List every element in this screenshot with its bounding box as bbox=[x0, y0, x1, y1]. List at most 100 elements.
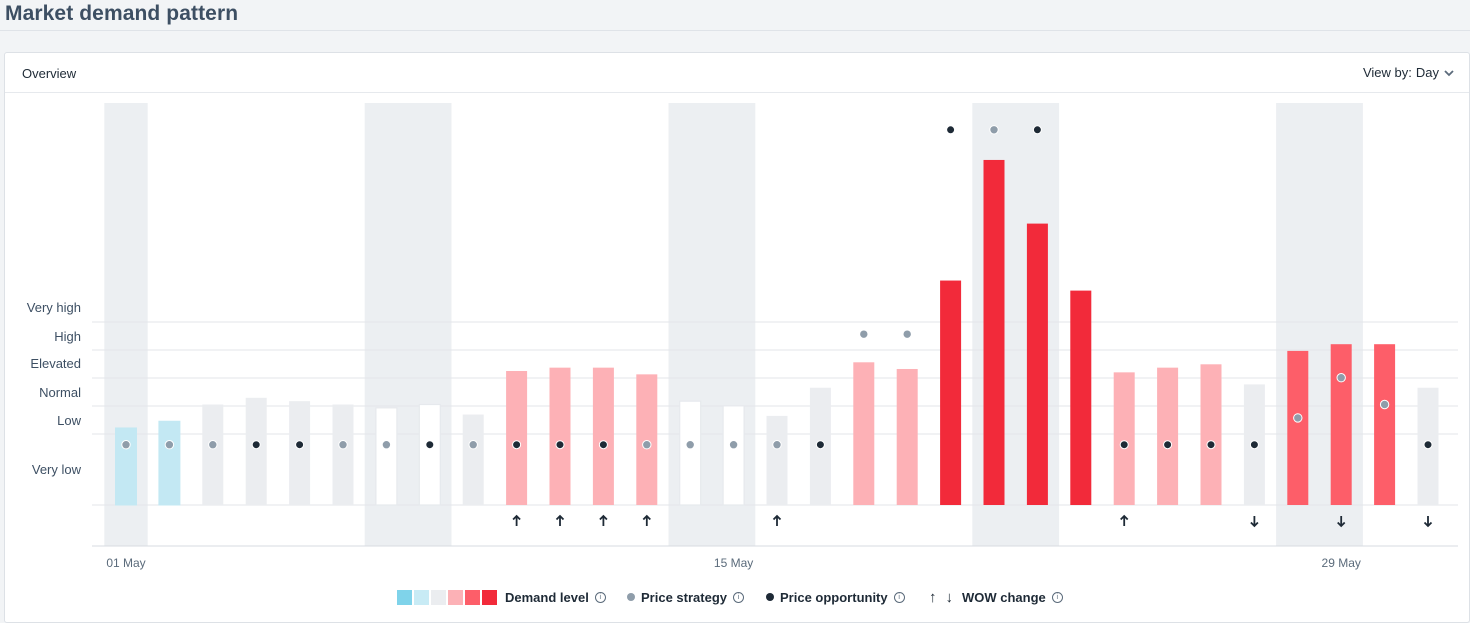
legend-strategy-label: Price strategy bbox=[641, 589, 727, 605]
price-strategy-dot[interactable] bbox=[989, 125, 999, 135]
wow-up-arrow-icon bbox=[555, 514, 565, 526]
demand-bar[interactable] bbox=[1113, 372, 1135, 505]
price-opportunity-dot[interactable] bbox=[1163, 440, 1173, 450]
demand-bar[interactable] bbox=[1157, 367, 1179, 505]
y-level-label: Very high bbox=[27, 300, 81, 315]
legend-demand-label: Demand level bbox=[505, 589, 589, 605]
price-strategy-dot[interactable] bbox=[728, 440, 739, 450]
price-opportunity-dot[interactable] bbox=[1119, 440, 1129, 450]
y-level-label: Low bbox=[57, 413, 81, 428]
legend-demand-level: Demand level i bbox=[397, 588, 606, 606]
demand-bar[interactable] bbox=[766, 415, 788, 505]
demand-bar[interactable] bbox=[1330, 344, 1352, 505]
price-strategy-dot[interactable] bbox=[1379, 399, 1390, 410]
price-opportunity-dot[interactable] bbox=[1206, 440, 1216, 450]
price-opportunity-dot[interactable] bbox=[598, 440, 608, 450]
price-opportunity-dot[interactable] bbox=[815, 440, 825, 450]
wow-up-arrow-icon bbox=[772, 514, 782, 526]
price-opportunity-dot[interactable] bbox=[1423, 440, 1433, 450]
y-level-label: Elevated bbox=[30, 356, 81, 371]
view-by-value: Day bbox=[1415, 65, 1439, 80]
demand-bar[interactable] bbox=[375, 407, 398, 506]
demand-bar[interactable] bbox=[940, 280, 962, 505]
wow-down-arrow-icon bbox=[1250, 516, 1259, 528]
strategy-info-icon[interactable]: i bbox=[733, 591, 744, 603]
page-title: Market demand pattern bbox=[5, 2, 239, 25]
demand-swatch-1 bbox=[414, 589, 429, 605]
price-strategy-dot[interactable] bbox=[642, 440, 652, 450]
demand-swatch-0 bbox=[397, 589, 412, 605]
card-header: Overview View by: Day bbox=[5, 53, 1469, 93]
price-strategy-dot[interactable] bbox=[208, 440, 218, 450]
demand-bar[interactable] bbox=[418, 403, 441, 506]
x-tick-label: 15 May bbox=[714, 556, 753, 570]
price-strategy-dot[interactable] bbox=[859, 329, 869, 339]
demand-bar[interactable] bbox=[1026, 223, 1048, 505]
wow-up-arrow-icon bbox=[512, 514, 521, 526]
wow-up-arrow-icon bbox=[642, 514, 651, 526]
demand-swatches bbox=[397, 589, 499, 605]
chart-legend: Demand level i Price strategy i Price op… bbox=[0, 588, 1470, 608]
price-strategy-dot[interactable] bbox=[902, 329, 912, 339]
price-strategy-dot[interactable] bbox=[685, 440, 695, 450]
price-opportunity-dot[interactable] bbox=[555, 440, 565, 450]
price-strategy-dot[interactable] bbox=[1336, 373, 1346, 383]
opportunity-info-icon[interactable]: i bbox=[893, 591, 905, 603]
demand-bar[interactable] bbox=[202, 404, 224, 506]
demand-bar[interactable] bbox=[549, 367, 571, 505]
price-strategy-dot[interactable] bbox=[468, 440, 478, 450]
demand-bar[interactable] bbox=[506, 371, 528, 505]
y-level-label: Very low bbox=[32, 462, 82, 477]
demand-bar[interactable] bbox=[332, 404, 354, 506]
wow-info-icon[interactable]: i bbox=[1051, 591, 1063, 603]
price-opportunity-dot[interactable] bbox=[512, 440, 522, 450]
demand-bar[interactable] bbox=[289, 401, 311, 505]
demand-bar[interactable] bbox=[679, 400, 702, 506]
price-strategy-dot[interactable] bbox=[772, 440, 782, 450]
demand-bar[interactable] bbox=[896, 368, 918, 505]
price-strategy-dot[interactable] bbox=[121, 440, 131, 450]
card-title: Overview bbox=[22, 66, 77, 81]
demand-swatch-4 bbox=[465, 589, 480, 605]
price-strategy-dot[interactable] bbox=[164, 440, 175, 450]
chevron-down-icon bbox=[1444, 69, 1454, 76]
demand-swatch-2 bbox=[431, 589, 446, 605]
demand-swatch-3 bbox=[448, 589, 463, 605]
price-strategy-dot[interactable] bbox=[1293, 413, 1303, 423]
demand-bar[interactable] bbox=[115, 427, 137, 506]
demand-bar[interactable] bbox=[853, 362, 875, 505]
price-opportunity-dot[interactable] bbox=[1249, 440, 1259, 450]
demand-bar[interactable] bbox=[1287, 350, 1309, 505]
price-opportunity-dot[interactable] bbox=[295, 440, 305, 450]
opportunity-dot-icon bbox=[766, 593, 774, 601]
wow-up-arrow-icon bbox=[1120, 514, 1129, 526]
wow-down-arrow-icon bbox=[1337, 516, 1346, 528]
legend-wow-label: WOW change bbox=[962, 589, 1046, 605]
demand-bar[interactable] bbox=[636, 374, 658, 505]
demand-swatch-5 bbox=[482, 589, 497, 605]
price-strategy-dot[interactable] bbox=[338, 440, 348, 450]
price-opportunity-dot[interactable] bbox=[251, 440, 261, 450]
demand-info-icon[interactable]: i bbox=[594, 591, 606, 603]
demand-bar[interactable] bbox=[722, 405, 745, 506]
demand-bar[interactable] bbox=[462, 414, 484, 505]
demand-bar[interactable] bbox=[983, 159, 1005, 505]
price-opportunity-dot[interactable] bbox=[946, 125, 956, 135]
demand-bar[interactable] bbox=[592, 367, 614, 505]
y-level-label: Normal bbox=[39, 385, 81, 400]
demand-bar[interactable] bbox=[1200, 364, 1222, 505]
legend-opportunity-label: Price opportunity bbox=[780, 589, 888, 605]
demand-bar[interactable] bbox=[245, 397, 267, 505]
title-divider bbox=[0, 30, 1470, 31]
demand-bar[interactable] bbox=[1070, 290, 1092, 505]
price-strategy-dot[interactable] bbox=[381, 440, 392, 450]
demand-bar[interactable] bbox=[1374, 344, 1396, 505]
arrow-down-icon: ↓ bbox=[945, 588, 954, 606]
view-by-dropdown[interactable]: View by: Day bbox=[1363, 65, 1455, 80]
demand-bar[interactable] bbox=[158, 420, 181, 506]
price-opportunity-dot[interactable] bbox=[425, 440, 435, 450]
legend-price-opportunity: Price opportunity i bbox=[766, 588, 905, 606]
wow-up-arrow-icon bbox=[599, 514, 608, 526]
price-opportunity-dot[interactable] bbox=[1032, 125, 1042, 135]
x-tick-label: 29 May bbox=[1322, 556, 1361, 570]
